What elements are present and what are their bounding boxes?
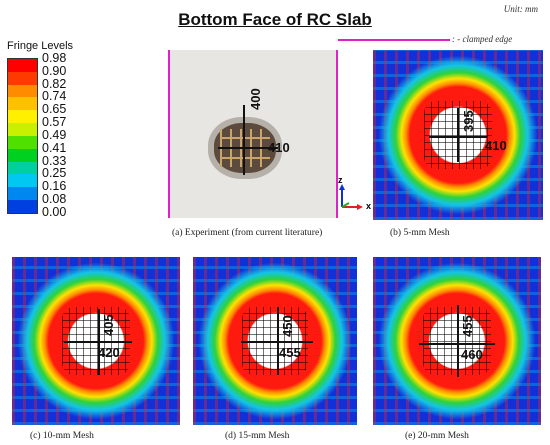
legend-swatch [8,135,37,149]
caption-experiment: (a) Experiment (from current literature) [172,228,323,238]
horizontal-dimension-line [241,341,313,343]
caption-20mm-mesh: (e) 20-mm Mesh [405,431,469,441]
z-axis-label: z [338,175,343,185]
vertical-dimension-line [457,108,459,162]
legend-level-label: 0.57 [42,115,67,130]
x-axis-label: x [366,201,372,211]
vertical-dimension-label: 455 [460,315,475,337]
legend-swatch [8,161,37,175]
caption-5mm-mesh: (b) 5-mm Mesh [390,228,450,238]
legend-level-label: 0.82 [42,76,67,91]
panel-10mm-mesh: 405 420 [12,257,180,425]
vertical-dimension-label: 450 [280,315,295,337]
legend-swatch [8,84,37,98]
fringe-level-labels: 0.98 0.90 0.82 0.74 0.65 0.57 0.49 0.41 0.33 0.25… [42,52,66,219]
legend-swatch [8,174,37,188]
horizontal-dimension-label: 460 [461,347,483,362]
vertical-dimension-label: 395 [461,110,476,132]
legend-swatch [8,59,37,72]
legend-level-label: 0.25 [42,166,67,181]
legend-level-label: 0.98 [42,51,67,65]
legend-swatch [8,97,37,111]
legend-title: Fringe Levels [7,40,74,52]
caption-10mm-mesh: (c) 10-mm Mesh [30,431,94,441]
horizontal-dimension-label: 455 [279,345,301,360]
legend-level-label: 0.33 [42,153,67,168]
legend-level-label: 0.00 [42,204,67,219]
vertical-dimension-line [243,105,245,175]
horizontal-dimension-label: 410 [485,138,507,153]
horizontal-dimension-label: 420 [98,345,120,360]
fringe-color-bar [7,58,38,214]
legend-level-label: 0.16 [42,179,67,194]
horizontal-dimension-line [419,343,495,345]
panel-5mm-mesh: 395 410 [373,50,543,220]
horizontal-dimension-label: 410 [268,140,290,155]
clamped-edge-legend-line [338,39,450,41]
horizontal-dimension-line [64,341,132,343]
legend-swatch [8,200,37,213]
mesh-grid [62,307,130,375]
panel-20mm-mesh: 455 460 [373,257,541,425]
horizontal-dimension-line [429,136,487,138]
legend-swatch [8,187,37,201]
legend-level-label: 0.49 [42,127,67,142]
panel-15mm-mesh: 450 455 [193,257,357,425]
unit-label: Unit: mm [503,4,538,14]
experiment-photo: 400 410 [168,50,338,218]
caption-15mm-mesh: (d) 15-mm Mesh [225,431,290,441]
mesh-grid [423,307,491,375]
mesh-grid [242,307,308,375]
legend-swatch [8,123,37,136]
vertical-dimension-line [457,305,459,377]
legend-level-label: 0.74 [42,89,67,104]
legend-swatch [8,110,37,124]
legend-swatch [8,71,37,85]
vertical-dimension-label: 405 [101,314,116,336]
vertical-dimension-label: 400 [248,88,263,110]
legend-level-label: 0.08 [42,192,67,207]
axis-triad [339,184,363,210]
legend-swatch [8,148,37,162]
horizontal-dimension-line [218,147,278,149]
legend-level-label: 0.65 [42,102,67,117]
legend-level-label: 0.41 [42,140,67,155]
clamped-edge-label: : - clamped edge [452,34,513,44]
figure-title: Bottom Face of RC Slab [178,10,372,29]
legend-level-label: 0.90 [42,63,67,78]
